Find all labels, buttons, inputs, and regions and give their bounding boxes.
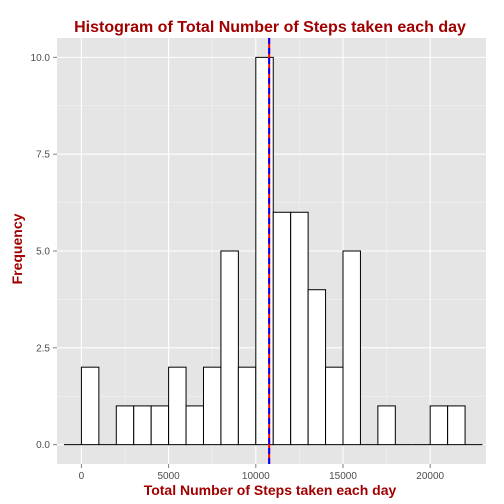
x-axis-title: Total Number of Steps taken each day [144, 482, 397, 498]
y-tick-label: 5.0 [36, 247, 50, 258]
x-tick-label: 10000 [242, 471, 270, 482]
histogram-bar-10 [237, 366, 257, 446]
histogram-bar-13 [290, 211, 309, 446]
x-tick-label: 15000 [329, 471, 357, 482]
histogram-bar-15 [325, 366, 344, 446]
y-tick-label: 0.0 [36, 440, 50, 451]
histogram-bar-6 [168, 366, 187, 446]
histogram-bar-14 [307, 289, 327, 446]
bars [63, 56, 483, 446]
histogram-bar-9 [220, 250, 239, 446]
y-tick-label: 7.5 [36, 150, 50, 161]
y-axis-ticks: 0.0 2.5 5.0 7.5 10.0 [31, 53, 57, 451]
y-axis-title: Frequency [9, 213, 25, 284]
histogram-bar-3 [115, 405, 135, 446]
x-tick-label: 5000 [157, 471, 180, 482]
histogram-bar-16 [342, 250, 361, 446]
x-tick-label: 0 [79, 471, 85, 482]
x-tick-label: 20000 [416, 471, 444, 482]
histogram-bar-12 [272, 211, 292, 446]
y-tick-label: 2.5 [36, 343, 50, 354]
histogram-bar-4 [133, 405, 152, 446]
chart-title: Histogram of Total Number of Steps taken… [74, 19, 466, 36]
histogram-bar-8 [202, 366, 222, 446]
histogram-bar-21 [429, 405, 449, 446]
y-tick-label: 10.0 [31, 53, 51, 64]
histogram-bar-11 [255, 56, 274, 446]
histogram-bar-5 [150, 405, 170, 446]
histogram-bar-22 [447, 405, 466, 446]
histogram-bar-1 [80, 366, 100, 446]
histogram-bar-7 [185, 405, 204, 446]
histogram-bar-18 [377, 405, 396, 446]
x-axis-ticks: 0 5000 10000 15000 20000 [79, 464, 445, 482]
